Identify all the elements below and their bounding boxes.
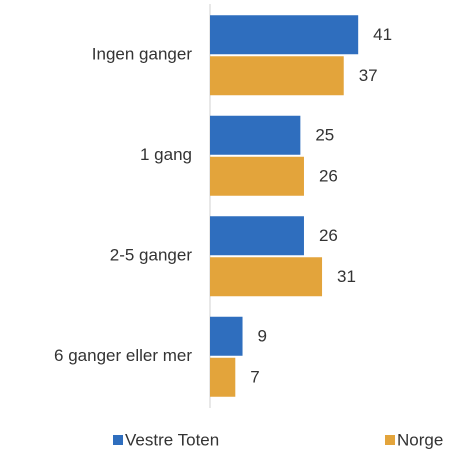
category-label: 1 gang [140, 145, 192, 164]
bar [210, 15, 359, 55]
category-label: 6 ganger eller mer [54, 346, 192, 365]
bar [210, 316, 243, 356]
data-label: 37 [359, 66, 378, 85]
data-label: 41 [373, 25, 392, 44]
data-label: 26 [319, 167, 338, 186]
category-label: 2-5 ganger [110, 246, 193, 265]
bar [210, 56, 344, 96]
data-label: 7 [250, 368, 259, 387]
bar [210, 257, 323, 297]
data-label: 31 [337, 267, 356, 286]
data-label: 26 [319, 226, 338, 245]
bar [210, 357, 236, 397]
bar [210, 156, 304, 196]
legend-swatch [113, 435, 123, 445]
bar [210, 216, 304, 256]
category-label: Ingen ganger [92, 45, 193, 64]
data-label: 9 [258, 327, 267, 346]
legend-swatch [385, 435, 395, 445]
bar [210, 115, 301, 155]
legend-label: Norge [397, 430, 443, 449]
data-label: 25 [315, 126, 334, 145]
legend-label: Vestre Toten [125, 430, 219, 449]
